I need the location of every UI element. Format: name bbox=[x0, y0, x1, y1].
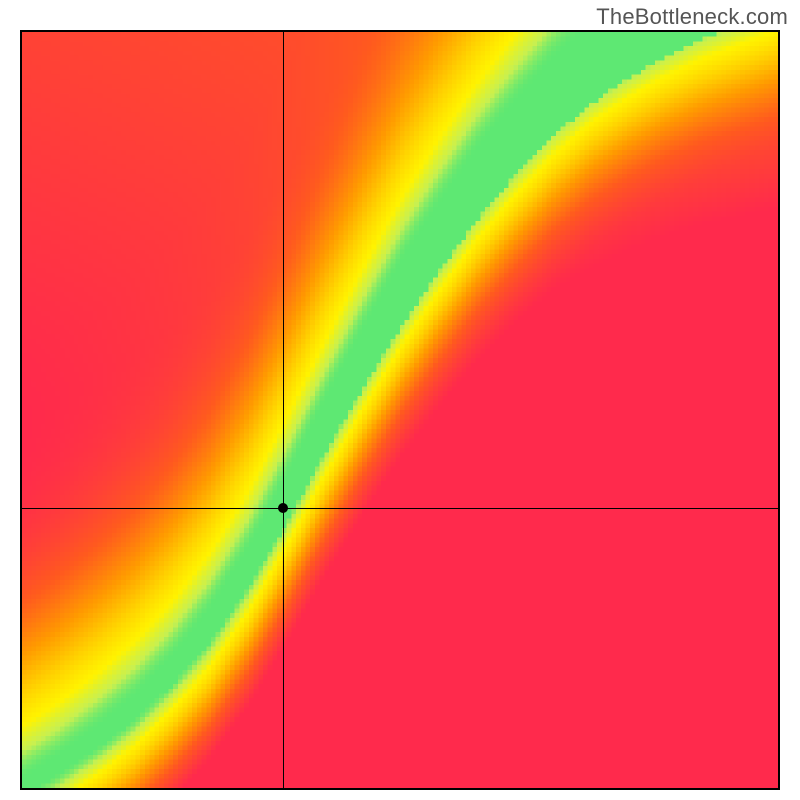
heatmap-area bbox=[22, 32, 778, 788]
crosshair-vertical bbox=[283, 32, 284, 788]
watermark-text: TheBottleneck.com bbox=[596, 4, 788, 30]
heatmap-canvas bbox=[22, 32, 778, 788]
crosshair-horizontal bbox=[22, 508, 778, 509]
